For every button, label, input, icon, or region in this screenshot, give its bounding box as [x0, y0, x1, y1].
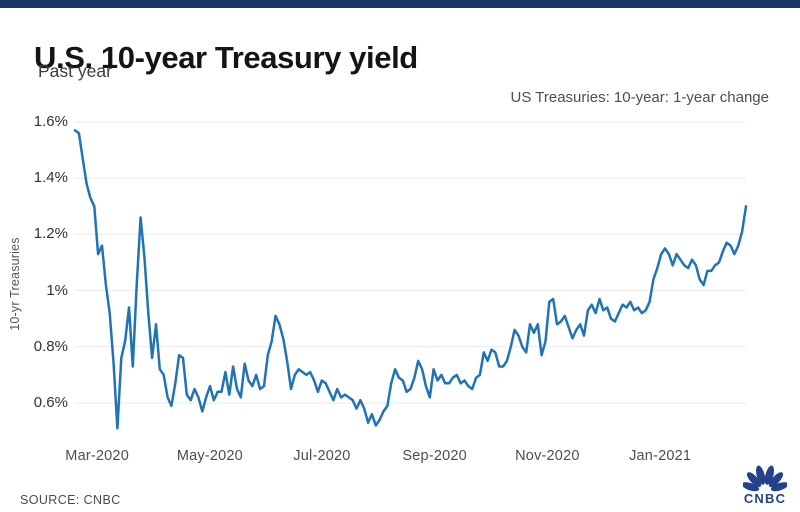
x-tick-label: Jul-2020 — [293, 448, 351, 464]
y-tick-label: 1.2% — [33, 225, 68, 243]
page-subtitle: Past year — [38, 61, 112, 81]
y-tick-label: 1.6% — [33, 113, 68, 130]
chart-line — [73, 129, 748, 430]
top-accent-bar — [0, 0, 800, 8]
cnbc-wordmark: CNBC — [743, 491, 787, 506]
cnbc-logo: CNBC — [739, 465, 791, 506]
x-tick-label: Jan-2021 — [629, 448, 692, 464]
x-tick-label: Nov-2020 — [515, 448, 580, 464]
y-tick-label: 1% — [46, 281, 68, 299]
x-tick-label: May-2020 — [176, 448, 243, 464]
y-tick-label: 1.4% — [33, 169, 68, 187]
y-tick-label: 0.6% — [33, 394, 68, 411]
series-label: US Treasuries: 10-year: 1-year change — [510, 89, 769, 106]
cnbc-peacock-icon — [743, 465, 787, 492]
x-tick-label: Mar-2020 — [65, 448, 129, 464]
source-text: SOURCE: CNBC — [20, 493, 121, 507]
x-tick-label: Sep-2020 — [402, 448, 467, 464]
page-title: U.S. 10-year Treasury yield — [34, 39, 418, 75]
y-tick-label: 0.8% — [33, 337, 68, 355]
